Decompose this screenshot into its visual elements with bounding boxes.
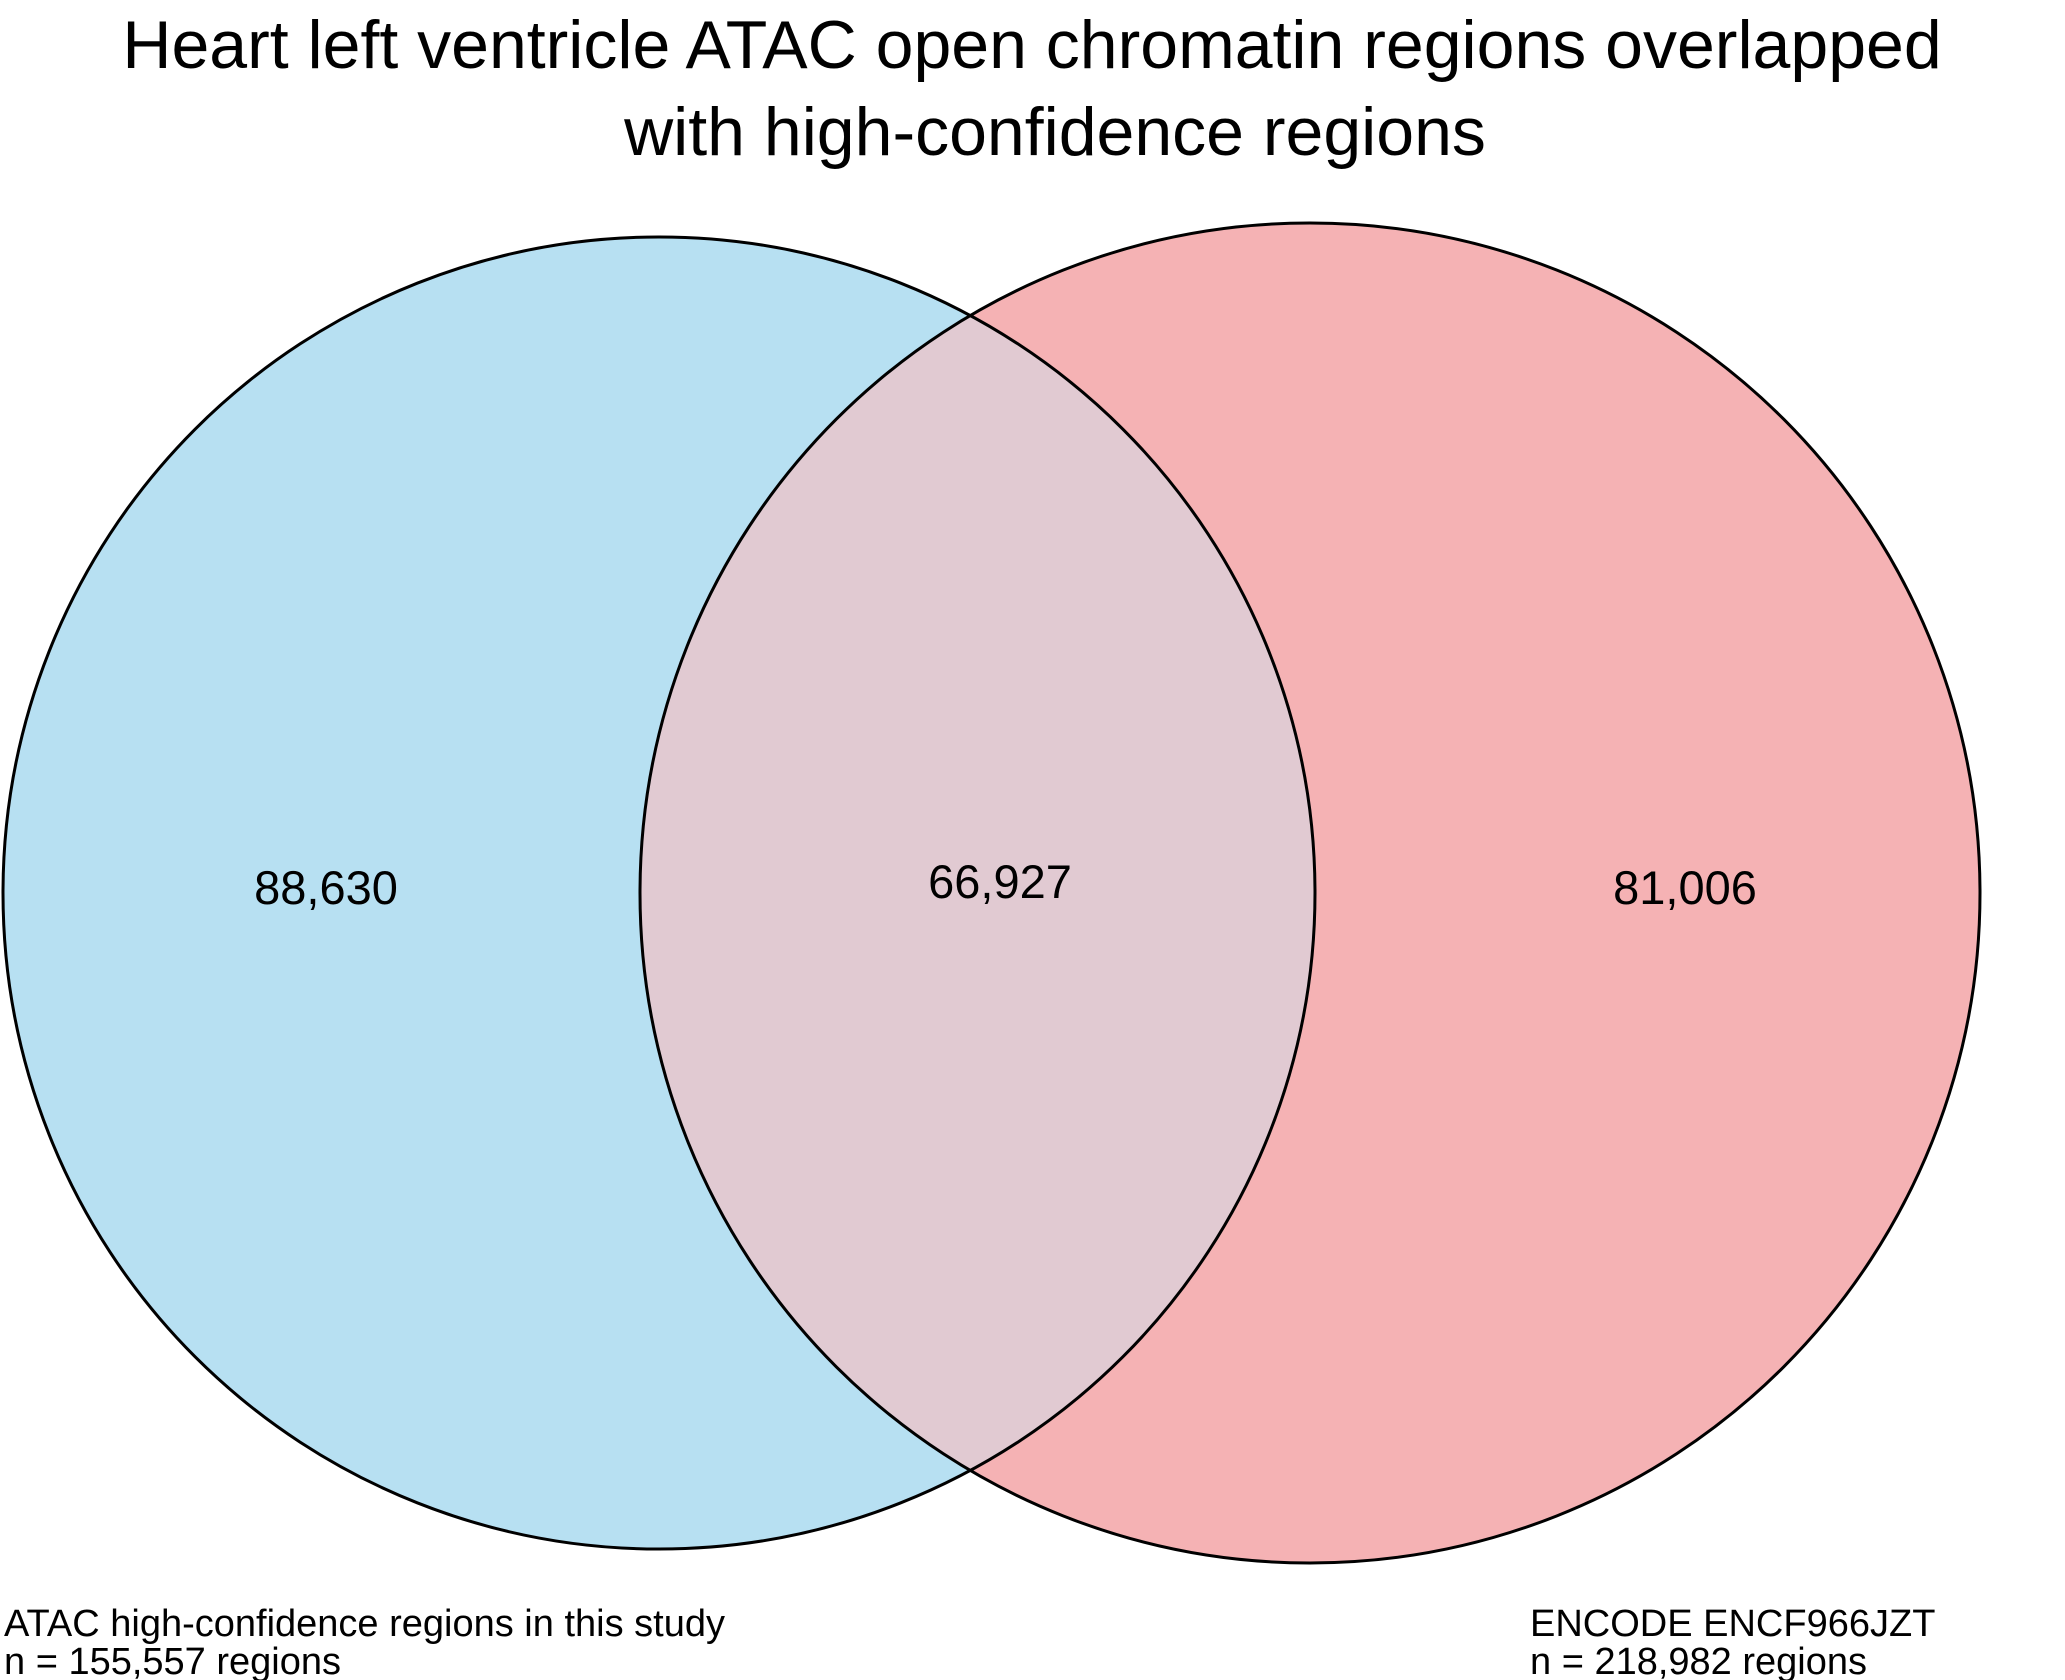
set-b-total: n = 218,982 regions: [1530, 1641, 1867, 1680]
intersection-count: 66,927: [928, 855, 1072, 908]
set-a-total: n = 155,557 regions: [4, 1641, 341, 1680]
chart-title-line-2: with high-confidence regions: [623, 94, 1486, 170]
set-a-outline: [1, 235, 1317, 1551]
set-a-label: ATAC high-confidence regions in this stu…: [4, 1603, 725, 1645]
chart-title-line-1: Heart left ventricle ATAC open chromatin…: [122, 7, 1941, 83]
set-b-outline: [638, 221, 1982, 1565]
set-b-label: ENCODE ENCF966JZT: [1530, 1603, 1935, 1645]
set-b-only-count: 81,006: [1613, 861, 1757, 914]
set-a-only-count: 88,630: [254, 861, 398, 914]
intersection-region: [640, 237, 1315, 1549]
